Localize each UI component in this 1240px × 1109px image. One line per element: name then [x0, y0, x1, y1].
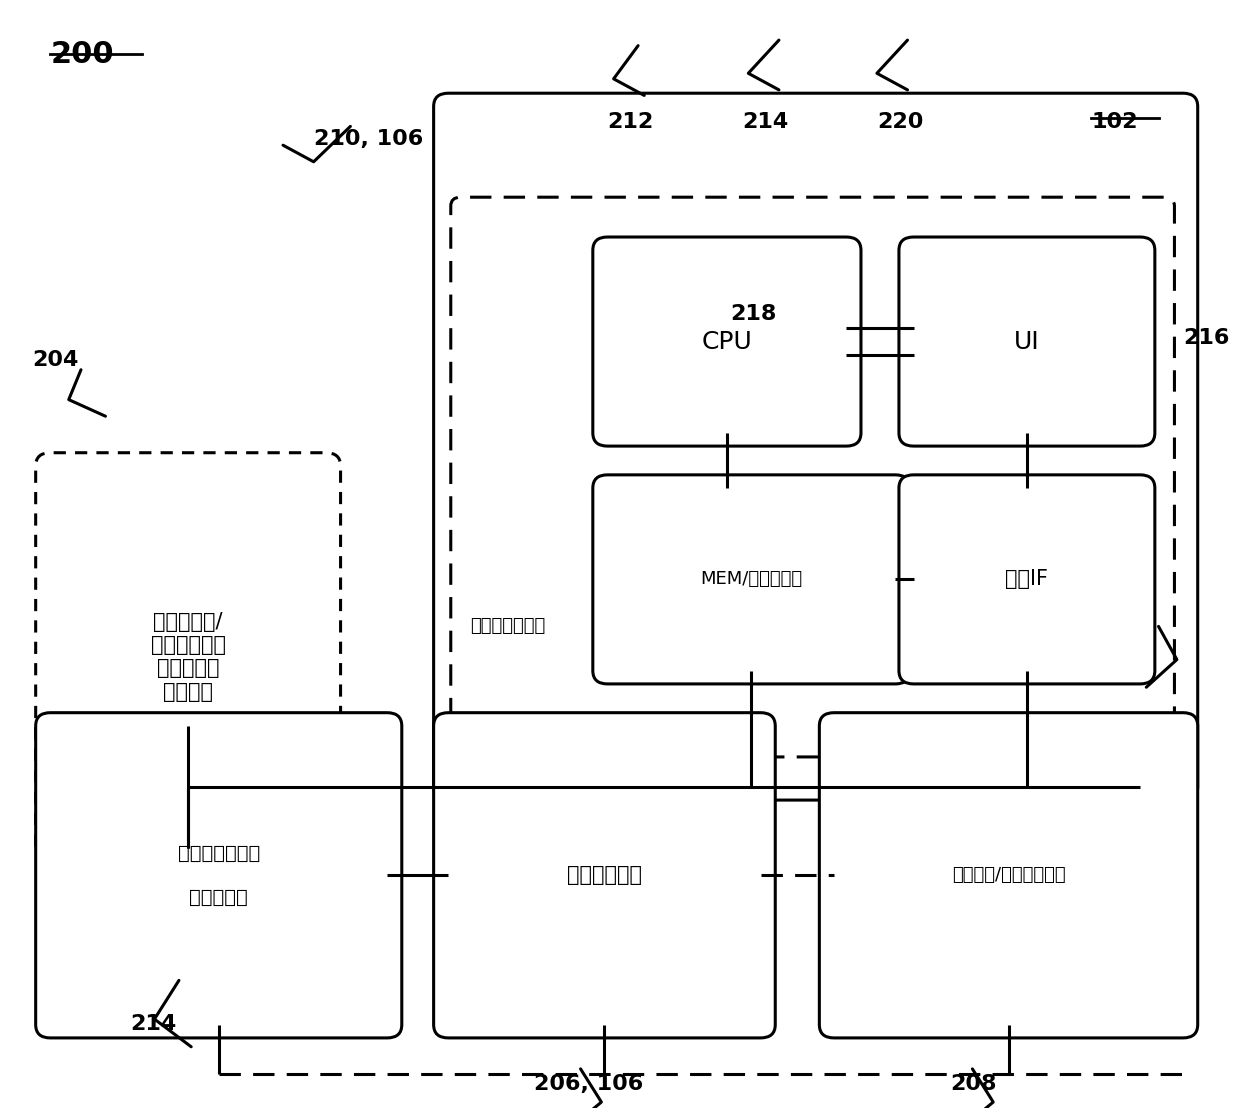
Text: 216: 216 [1183, 328, 1229, 348]
FancyBboxPatch shape [820, 713, 1198, 1038]
Text: 214: 214 [130, 1014, 176, 1034]
Text: MEM/数据储存库: MEM/数据储存库 [701, 570, 802, 589]
Text: UI: UI [1014, 329, 1040, 354]
Text: 214: 214 [743, 112, 789, 132]
Text: 204: 204 [32, 349, 78, 369]
FancyBboxPatch shape [434, 713, 775, 1038]
FancyBboxPatch shape [899, 475, 1154, 684]
Text: 208: 208 [950, 1075, 997, 1095]
Text: 在沿着供应/
价值链的一些
点处的标签
读取设备: 在沿着供应/ 价值链的一些 点处的标签 读取设备 [150, 612, 226, 702]
Text: 标签制造/打印传动装置: 标签制造/打印传动装置 [952, 866, 1065, 884]
Text: 标签供应设备: 标签供应设备 [567, 865, 642, 885]
FancyBboxPatch shape [899, 237, 1154, 446]
Text: 标识符分配设备

（编程器）: 标识符分配设备 （编程器） [177, 844, 260, 907]
Text: CPU: CPU [702, 329, 753, 354]
Text: 218: 218 [730, 305, 776, 325]
FancyBboxPatch shape [36, 452, 341, 861]
Text: 数据IF: 数据IF [1006, 569, 1048, 589]
Text: 210, 106: 210, 106 [314, 129, 423, 149]
FancyBboxPatch shape [593, 475, 910, 684]
Text: 200: 200 [51, 40, 114, 69]
FancyBboxPatch shape [434, 93, 1198, 800]
Text: 管理和分析逻辑: 管理和分析逻辑 [470, 618, 546, 635]
Text: 206, 106: 206, 106 [534, 1075, 644, 1095]
Text: 102: 102 [1091, 112, 1137, 132]
Text: 212: 212 [608, 112, 653, 132]
FancyBboxPatch shape [593, 237, 861, 446]
Text: 220: 220 [877, 112, 924, 132]
FancyBboxPatch shape [36, 713, 402, 1038]
